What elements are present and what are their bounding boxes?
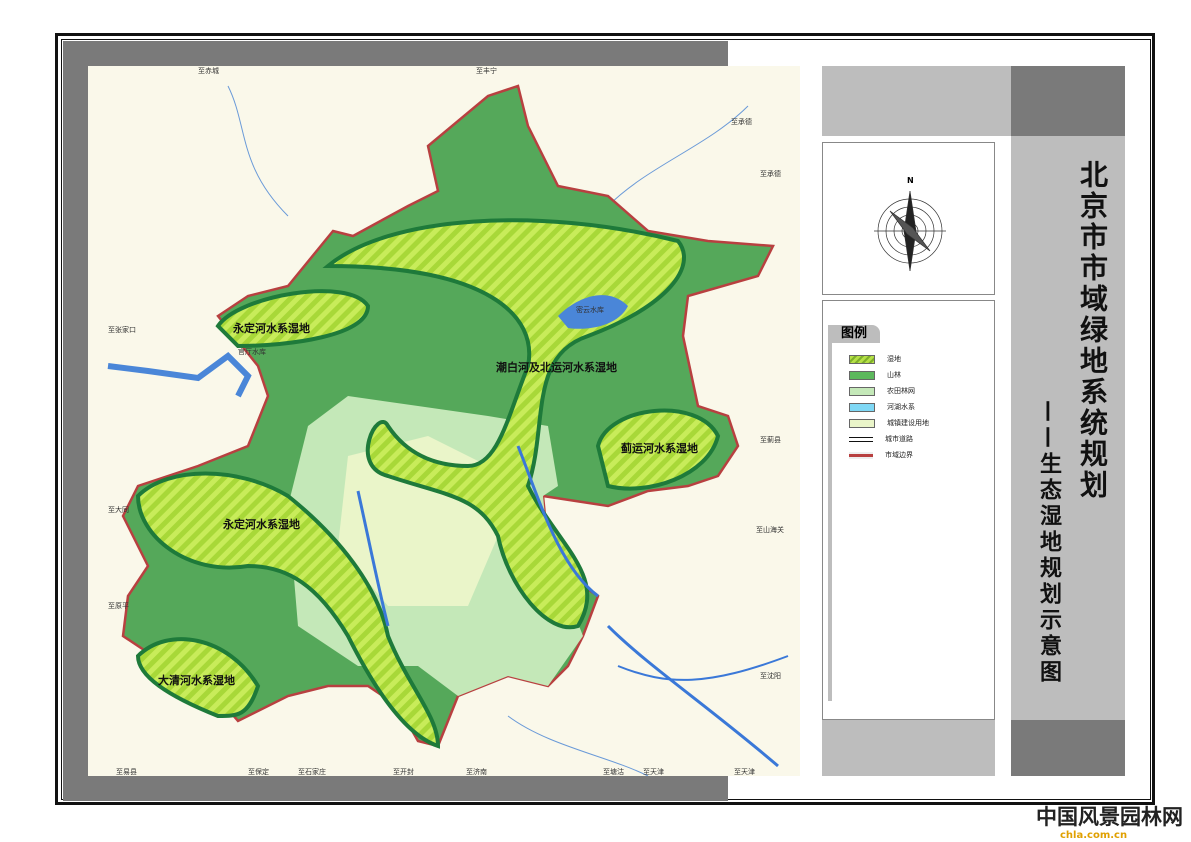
direction-label: 至原平 [108,602,129,610]
compass-rose-icon: N [874,176,946,272]
legend-box: 图例 湿地 山林 农田林网 河湖水系 城镇建设用地 城市道路 市域边界 [822,300,995,720]
farmland-swatch [849,386,875,396]
watermark-url: chla.com.cn [1060,830,1128,841]
direction-label: 至张家口 [108,325,136,334]
direction-label: 至丰宁 [476,66,497,75]
north-label: N [907,176,914,185]
reservoir-label: 官厅水库 [238,347,266,356]
road-swatch [849,436,873,442]
direction-label: 至承德 [760,169,781,178]
footer-dark-block [1011,720,1125,776]
forest-swatch [849,370,875,380]
legend-label: 山林 [887,371,901,379]
guanting-river [107,352,252,398]
direction-label: 至天津 [643,768,664,776]
legend-item: 河湖水系 [849,399,929,415]
header-dark-block [1011,66,1125,136]
miyun-reservoir [558,295,628,329]
direction-label: 至石家庄 [298,767,326,776]
direction-label: 至山海关 [756,525,784,534]
header-gray-block [822,66,1011,136]
wetland-label: 永定河水系湿地 [222,517,300,531]
legend-item: 湿地 [849,351,929,367]
water-swatch [849,402,875,412]
river [356,490,390,627]
wetland-label: 蓟运河水系湿地 [620,441,698,455]
direction-label: 至承德 [731,117,752,126]
legend-label: 湿地 [887,355,901,363]
direction-label: 至塘沽 [603,767,624,776]
map-title: 北京市市域绿地系统规划 [1076,160,1109,501]
direction-label: 至赤城 [198,67,219,75]
legend-side-bar [828,326,832,701]
wetland-label: 大清河水系湿地 [158,673,235,687]
compass-box: N [822,142,995,295]
rivers [227,85,789,777]
legend-item: 山林 [849,367,929,383]
wetland-label: 永定河水系湿地 [232,321,310,335]
direction-label: 至天津 [734,768,755,776]
wetland-swatch [849,354,875,364]
legend-heading: 图例 [828,325,880,343]
outer-frame [55,33,1155,805]
map-subtitle: ——生态湿地规划示意图 [1036,400,1061,686]
urban-swatch [849,418,875,428]
direction-label: 至大同 [108,505,129,514]
legend-item: 农田林网 [849,383,929,399]
direction-label: 至易县 [116,768,137,776]
legend-label: 城镇建设用地 [887,419,929,427]
direction-label: 至沈阳 [760,671,781,680]
legend-list: 湿地 山林 农田林网 河湖水系 城镇建设用地 城市道路 市域边界 [849,351,929,463]
legend-label: 城市道路 [885,435,913,443]
footer-gray-block [822,720,995,776]
direction-labels: 至赤城 至丰宁 至承德 至承德 至张家口 至蓟县 至大同 至山海关 至原平 至沈… [108,66,784,776]
direction-label: 至保定 [248,767,269,776]
title-column [1011,136,1125,720]
reservoir-label: 密云水库 [576,305,604,314]
map-area: 永定河水系湿地 潮白河及北运河水系湿地 蓟运河水系湿地 永定河水系湿地 大清河水… [88,66,800,777]
legend-item: 城市道路 [849,431,929,447]
legend-item: 城镇建设用地 [849,415,929,431]
boundary-swatch [849,453,873,457]
wetland-label: 潮白河及北运河水系湿地 [496,360,617,374]
legend-label: 市域边界 [885,451,913,459]
river [516,445,599,598]
legend-label: 农田林网 [887,387,915,395]
beijing-map: 永定河水系湿地 潮白河及北运河水系湿地 蓟运河水系湿地 永定河水系湿地 大清河水… [107,66,789,777]
legend-label: 河湖水系 [887,403,915,411]
legend-item: 市域边界 [849,447,929,463]
direction-label: 至济南 [466,767,487,776]
watermark-logo: 中国风景园林网 [1036,804,1183,829]
direction-label: 至开封 [393,767,414,776]
direction-label: 至蓟县 [760,435,781,444]
